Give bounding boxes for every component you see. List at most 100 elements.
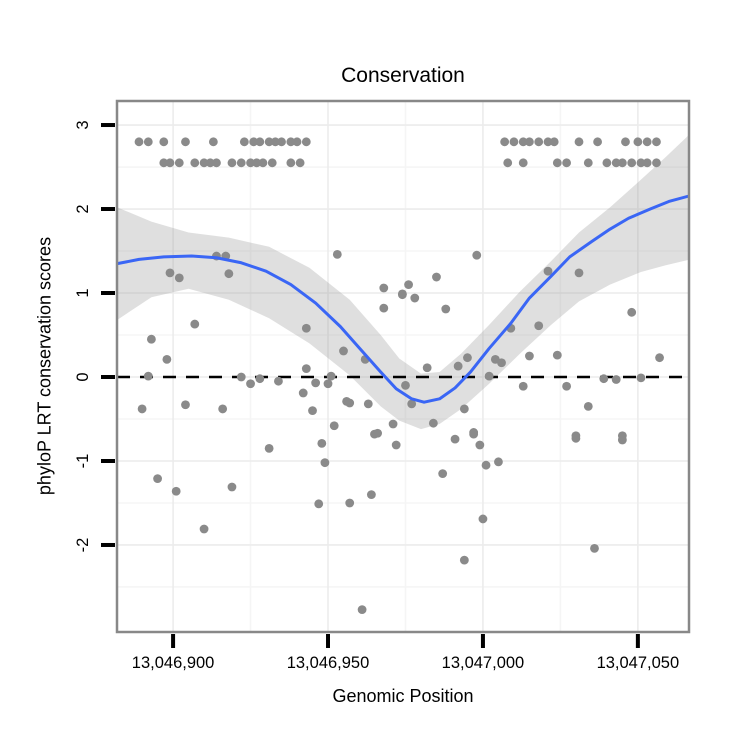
data-point (599, 374, 609, 384)
data-point (246, 379, 255, 389)
data-point (146, 334, 156, 344)
data-point (301, 323, 311, 333)
data-point (236, 372, 246, 382)
y-tick-label: 0 (74, 372, 92, 381)
data-point (611, 375, 621, 384)
data-point (391, 440, 401, 450)
data-point (518, 381, 528, 391)
data-point (621, 137, 630, 147)
panel-border (115, 99, 691, 634)
data-point (255, 137, 265, 147)
data-point (518, 158, 528, 168)
data-point (534, 137, 544, 147)
x-tick-label: 13,047,000 (442, 654, 525, 672)
data-point (543, 137, 553, 147)
data-point (655, 353, 664, 363)
data-point (320, 458, 330, 468)
data-point (190, 319, 200, 329)
data-point (602, 158, 612, 168)
data-point (404, 280, 413, 290)
data-point (518, 137, 528, 147)
data-point (459, 555, 469, 565)
data-point (224, 269, 234, 279)
data-point (627, 158, 637, 168)
data-point (366, 490, 376, 499)
data-point (543, 266, 553, 276)
y-tick-label: 2 (74, 204, 92, 213)
panel-background (117, 101, 689, 632)
data-point (652, 158, 661, 168)
x-tick-label: 13,046,900 (132, 654, 215, 672)
data-point (267, 158, 277, 168)
data-point (552, 158, 562, 168)
data-point (218, 404, 228, 414)
data-point (441, 304, 451, 314)
data-point (549, 137, 559, 147)
data-point (292, 137, 302, 147)
data-point (301, 137, 311, 147)
data-point (137, 404, 147, 414)
data-point (459, 404, 469, 414)
data-point (153, 474, 162, 484)
data-point (652, 137, 661, 147)
data-point (571, 433, 581, 443)
data-point (484, 371, 494, 381)
data-point (270, 137, 280, 147)
data-point (295, 158, 305, 168)
data-point (208, 137, 218, 147)
data-point (301, 364, 311, 373)
data-point (181, 137, 190, 147)
data-point (227, 158, 237, 168)
data-point (317, 438, 327, 448)
data-point (286, 137, 296, 147)
data-point (497, 358, 506, 368)
data-point (401, 380, 410, 390)
data-point (562, 381, 572, 391)
data-point (298, 388, 308, 398)
x-tick-label: 13,046,950 (287, 654, 370, 672)
data-point (472, 250, 482, 260)
data-point (332, 249, 342, 259)
data-point (134, 137, 144, 147)
data-point (593, 137, 602, 147)
data-point (534, 321, 544, 331)
y-tick-label: 1 (74, 288, 92, 297)
data-point (357, 605, 367, 615)
data-point (453, 361, 463, 371)
data-point (190, 158, 200, 168)
data-point (627, 307, 637, 317)
data-point (249, 137, 259, 147)
data-point (326, 371, 336, 381)
data-point (636, 158, 646, 168)
data-point (617, 158, 627, 168)
data-point (159, 137, 169, 147)
data-point (252, 158, 262, 168)
data-point (469, 429, 479, 439)
data-point (323, 379, 333, 389)
data-point (345, 398, 355, 408)
data-point (199, 524, 209, 534)
data-point (174, 273, 184, 283)
data-point (314, 499, 324, 509)
data-point (236, 158, 246, 168)
data-point (205, 158, 215, 168)
y-tick-label: 3 (74, 120, 92, 129)
data-point (174, 158, 184, 168)
data-point (438, 469, 448, 478)
data-point (611, 158, 621, 168)
data-point (388, 419, 398, 429)
data-point (264, 137, 274, 147)
data-point (525, 137, 534, 147)
data-point (642, 158, 652, 168)
data-point (370, 429, 379, 439)
data-point (574, 137, 584, 147)
data-point (255, 374, 265, 384)
data-point (428, 418, 438, 428)
data-point (339, 346, 348, 356)
data-point (165, 268, 175, 278)
data-point (617, 435, 627, 445)
data-point (159, 158, 169, 168)
data-point (379, 303, 389, 313)
data-point (286, 158, 296, 168)
